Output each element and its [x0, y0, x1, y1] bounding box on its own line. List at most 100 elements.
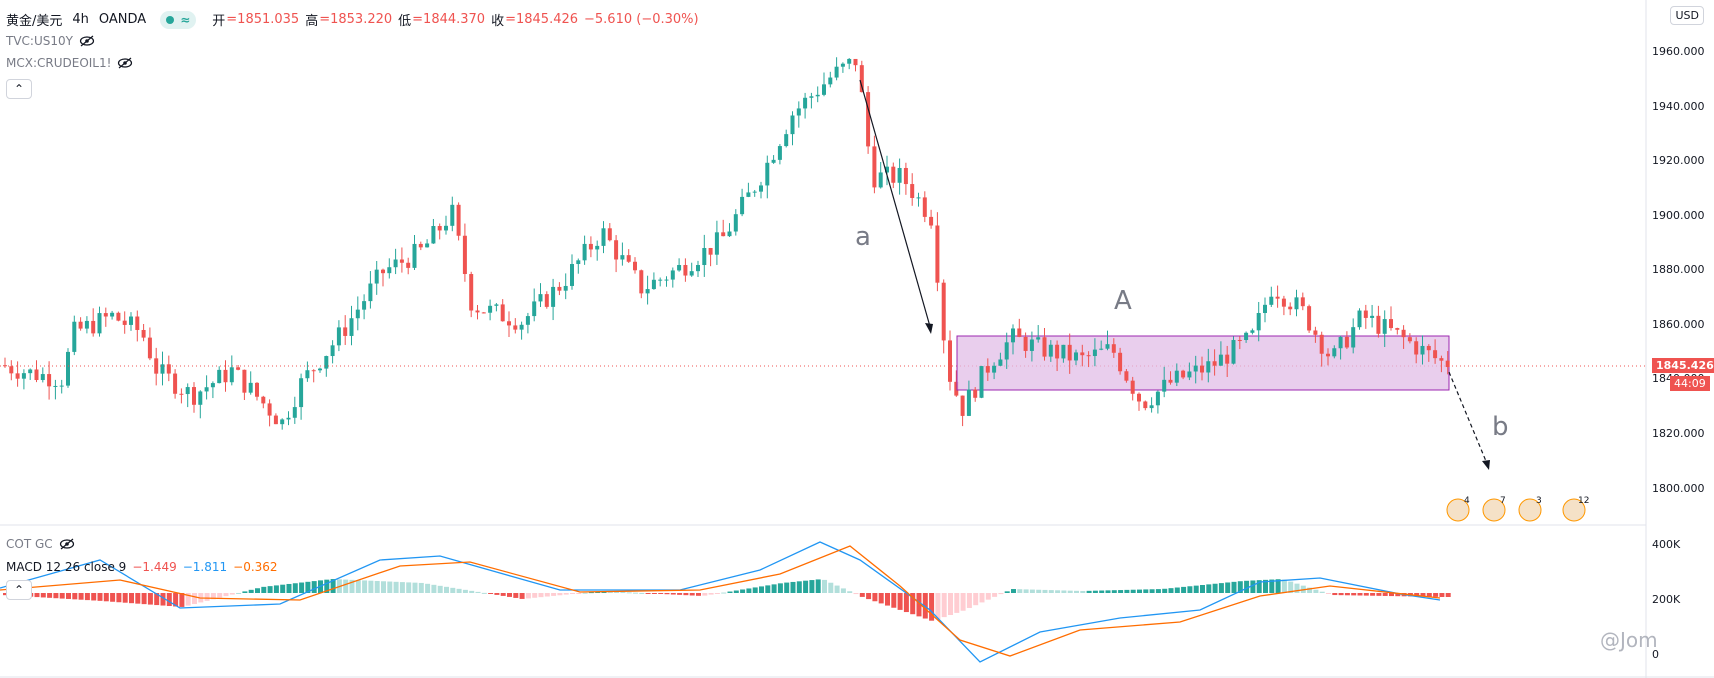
macd-bar	[1244, 580, 1250, 593]
macd-bar	[670, 593, 676, 595]
candle-body	[444, 225, 448, 231]
hidden-eye-icon[interactable]	[79, 35, 95, 47]
macd-bar	[40, 593, 46, 598]
candle-body	[185, 387, 190, 395]
macd-bar	[173, 593, 179, 607]
candle-body	[815, 94, 820, 97]
macd-bar	[803, 580, 809, 593]
collapse-legend-button[interactable]: ⌃	[6, 79, 32, 99]
macd-bar	[1389, 593, 1394, 597]
candle-body	[1218, 354, 1223, 366]
overlay-crudeoil[interactable]: MCX:CRUDEOIL1!	[6, 56, 133, 70]
price-axis-label: 1920.000	[1652, 154, 1705, 167]
wave-b-arrow[interactable]	[1448, 371, 1489, 467]
candle-body	[399, 259, 404, 263]
candle-body	[450, 204, 455, 226]
macd-bar	[822, 579, 827, 593]
candle-body	[746, 192, 751, 197]
macd-bar	[399, 582, 405, 593]
hidden-eye-icon[interactable]	[59, 538, 75, 550]
hidden-eye-icon[interactable]	[117, 57, 133, 69]
last-price-tag[interactable]: 1845.426	[1652, 358, 1714, 373]
macd-bar	[343, 579, 349, 593]
macd-bar	[1263, 579, 1268, 593]
macd-bar	[261, 586, 267, 593]
macd-bar	[966, 593, 972, 608]
broker: OANDA	[98, 12, 147, 27]
candle-body	[1212, 361, 1217, 366]
candle-body	[1187, 371, 1192, 378]
candle-body	[349, 318, 354, 336]
macd-bar	[84, 593, 90, 601]
wave-b-label[interactable]: b	[1492, 412, 1509, 442]
cot-indicator[interactable]: COT GC	[6, 537, 75, 551]
overlay-us10y[interactable]: TVC:US10Y	[6, 34, 95, 48]
candle-body	[834, 66, 839, 78]
price-axis-label: 1800.000	[1652, 482, 1705, 495]
macd-bar	[897, 593, 903, 610]
macd-bar	[519, 593, 525, 599]
macd-bar	[66, 593, 71, 599]
collapse-macd-button[interactable]: ⌃	[6, 580, 32, 600]
candle-body	[1162, 379, 1167, 392]
candle-body	[1193, 365, 1198, 372]
candle-body	[494, 304, 499, 306]
candle-body	[670, 270, 675, 280]
macd-bar	[784, 582, 790, 593]
macd-bar	[1074, 590, 1079, 593]
candle-body	[1017, 328, 1022, 337]
wave-a-label[interactable]: a	[855, 222, 871, 252]
macd-bar	[311, 581, 317, 593]
macd-bar	[954, 593, 960, 613]
market-status-badge[interactable]: ≈	[160, 10, 197, 29]
candle-body	[28, 369, 33, 374]
candle-body	[103, 313, 108, 317]
macd-bar	[437, 585, 443, 593]
macd-bar	[381, 581, 386, 593]
macd-bar	[1067, 590, 1073, 593]
macd-bar	[639, 592, 645, 594]
symbol-name[interactable]: 黄金/美元	[6, 14, 63, 29]
us-flag-event-icon[interactable]	[1446, 498, 1470, 522]
macd-bar	[765, 585, 771, 593]
wave-a-arrow[interactable]	[859, 79, 932, 331]
us-flag-event-icon[interactable]	[1562, 498, 1586, 522]
event-markers[interactable]	[1446, 498, 1586, 522]
currency-selector[interactable]: USD	[1670, 6, 1704, 25]
candle-body	[570, 264, 574, 286]
macd-bar	[1275, 579, 1281, 593]
macd-bar	[1382, 593, 1388, 596]
arrowhead-icon	[1482, 460, 1490, 470]
macd-legend[interactable]: MACD 12 26 close 9 −1.449 −1.811 −0.362	[6, 560, 278, 574]
macd-bar	[960, 593, 966, 611]
candle-body	[1067, 344, 1072, 361]
candle-body	[374, 269, 379, 284]
candle-body	[267, 403, 272, 416]
range-box-A[interactable]	[956, 335, 1450, 391]
candle-body	[601, 228, 606, 246]
candle-body	[173, 373, 178, 394]
event-count: 3	[1536, 496, 1542, 506]
interval[interactable]: 4h	[72, 12, 89, 27]
candle-body	[1363, 310, 1368, 318]
macd-bar	[1294, 583, 1300, 593]
candle-body	[954, 381, 959, 396]
macd-bar	[1370, 593, 1376, 596]
candle-body	[292, 407, 297, 418]
us-flag-event-icon[interactable]	[1518, 498, 1542, 522]
macd-bar	[1042, 589, 1048, 593]
volume-axis-label: 200K	[1652, 593, 1681, 606]
wave-A-label[interactable]: A	[1114, 286, 1132, 316]
macd-bar	[103, 593, 109, 602]
candle-body	[658, 279, 663, 281]
candle-body	[255, 382, 259, 397]
candle-body	[500, 304, 505, 322]
us-flag-event-icon[interactable]	[1482, 498, 1506, 522]
candle-body	[639, 270, 644, 294]
macd-bar	[141, 593, 147, 605]
candle-body	[387, 267, 392, 274]
macd-bar	[1319, 591, 1325, 593]
macd-bar	[229, 593, 235, 595]
macd-bar	[1218, 583, 1224, 593]
